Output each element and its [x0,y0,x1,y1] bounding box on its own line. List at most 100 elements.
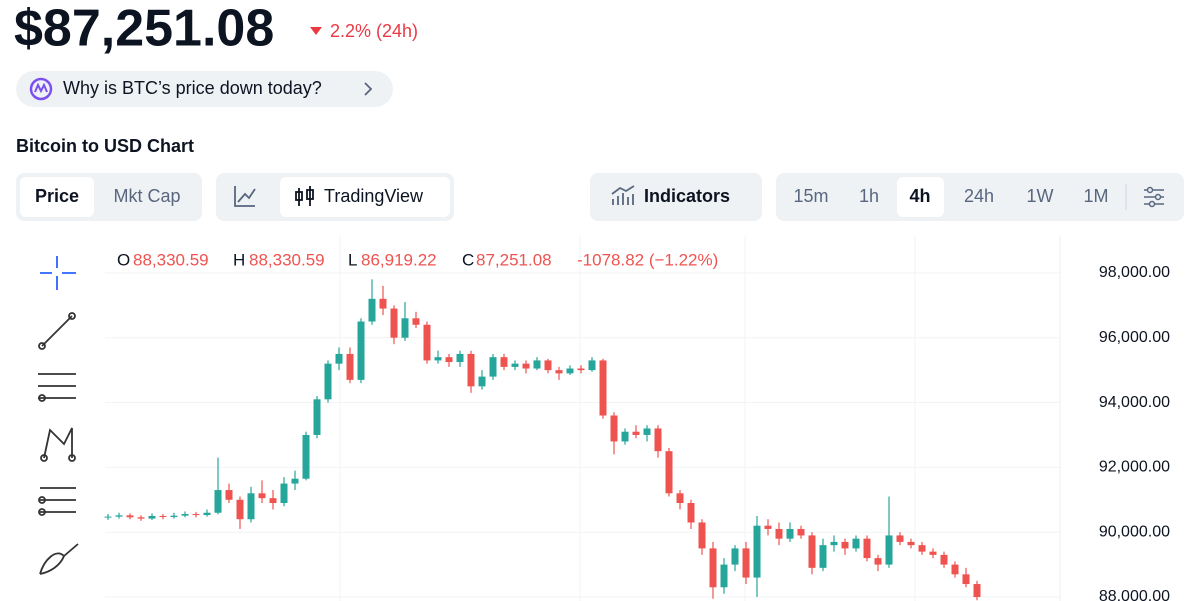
candle-body [544,360,552,371]
candle-body [192,514,200,516]
candle-body [863,538,871,559]
y-tick-label: 92,000.00 [1099,459,1170,476]
candle-body [841,541,849,549]
candle-body [401,318,409,338]
candle-body [830,541,838,546]
candle-body [687,503,695,523]
candle-body [577,368,585,371]
candle-body [423,324,431,361]
time-grid [339,236,916,601]
candle-body [852,538,860,549]
candle-body [654,428,662,452]
line-chart-icon[interactable] [234,186,256,207]
candle-body [665,451,673,494]
candle-body [291,478,299,484]
active-tab [897,177,944,217]
legend-key: C [462,250,474,269]
candle-body [643,428,651,435]
legend-value: 88,330.59 [133,250,209,269]
candle-body [500,357,508,367]
candle-body [973,584,981,598]
legend-key: H [233,250,245,269]
timeframe[interactable]: 1M [1083,186,1108,206]
ai-icon-mark [34,82,48,94]
price: $87,251.08 [14,0,274,58]
candle-body [269,498,277,504]
y-tick-label: 98,000.00 [1099,264,1170,281]
timeframe[interactable]: 24h [964,186,994,206]
candle-body [104,516,112,518]
candle-body [610,415,618,442]
candle-body [511,363,519,367]
candle-body [203,512,211,516]
candle-body [588,360,596,371]
candle-body [456,353,464,363]
candle-body [742,548,750,578]
candle-body [709,548,717,588]
candle-body [335,353,343,364]
candle-body [698,522,706,549]
candle-body [379,298,387,309]
legend-key: O [117,250,130,269]
chevron [364,82,373,96]
candle-body [907,541,915,546]
tab[interactable]: Mkt Cap [113,186,180,206]
settings-icon [1154,193,1162,201]
ai-prompt[interactable] [16,71,393,107]
timeframe[interactable]: 4h [909,186,930,206]
ai-prompt-text: Why is BTC’s price down today? [63,78,322,98]
candle-body [874,558,882,565]
candle-body [599,360,607,416]
candle-body [258,493,266,499]
indicators-button[interactable] [590,173,762,221]
settings-icon [1148,200,1156,208]
tab[interactable]: TradingView [324,186,424,206]
candle-body [962,574,970,585]
candle-body [148,515,156,519]
y-tick-label: 94,000.00 [1099,394,1170,411]
ai-icon [29,77,53,101]
candle-body [346,353,354,380]
candle-body [445,357,453,363]
candle-body [621,431,629,442]
candle-body [929,551,937,555]
indicators-label: Indicators [644,186,730,206]
candle-body [137,517,145,519]
candle-body [412,318,420,325]
tab[interactable]: Price [35,186,79,206]
candle-body [313,399,321,435]
y-tick-label: 96,000.00 [1099,329,1170,346]
candle-body [115,515,123,517]
candle-body [731,548,739,565]
candle-body [357,321,365,380]
candle-body [214,490,222,513]
candle-body [885,535,893,565]
candle-body [126,515,134,518]
candle-body [555,370,563,374]
candle-body [632,431,640,435]
candle-body [390,308,398,338]
active-tab [280,177,450,217]
candle-body [489,357,497,377]
candle-body [940,554,948,565]
candle-body [302,434,310,479]
candle-body [170,515,178,517]
down-arrow [310,27,322,35]
candle-body [522,363,530,369]
settings-icon [1146,186,1154,194]
candle-body [181,514,189,516]
timeframe[interactable]: 1W [1027,186,1054,206]
active-tab [20,177,94,217]
timeframe[interactable]: 1h [859,186,879,206]
legend-value: 87,251.08 [476,250,552,269]
drawing-tools[interactable] [38,256,79,575]
candle-body [225,490,233,500]
legend-value: 86,919.22 [361,250,437,269]
candle-body [533,360,541,369]
plot: O 88,330.59 H 88,330.59 L 86,919.22 C 87,251.08… [104,250,981,601]
timeframe[interactable]: 15m [793,186,828,206]
candle-body [159,515,167,517]
grid: 88,000.00 90,000.00 92,000.00 94,000.00 96,0… [105,264,1170,601]
candle-body [764,525,772,529]
